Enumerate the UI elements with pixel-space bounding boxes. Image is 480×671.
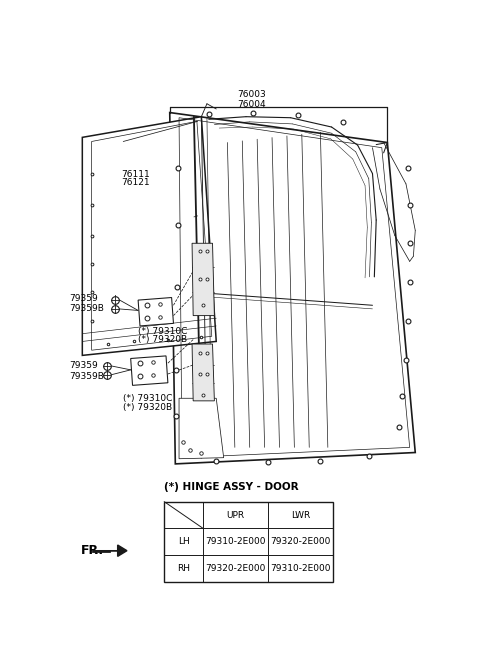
- Text: 79359B: 79359B: [69, 305, 104, 313]
- Text: 79320-2E000: 79320-2E000: [205, 564, 266, 573]
- Text: 79359: 79359: [69, 361, 98, 370]
- Polygon shape: [131, 356, 168, 385]
- Text: 79320-2E000: 79320-2E000: [271, 537, 331, 546]
- Text: 76111: 76111: [121, 170, 150, 179]
- Text: UPR: UPR: [227, 511, 245, 519]
- Text: 76121: 76121: [121, 178, 150, 187]
- Polygon shape: [138, 297, 173, 326]
- Polygon shape: [83, 117, 216, 356]
- Text: (*) 79310C: (*) 79310C: [123, 394, 173, 403]
- Text: LWR: LWR: [291, 511, 311, 519]
- Text: (*) 79310C: (*) 79310C: [138, 327, 188, 336]
- Text: 79310-2E000: 79310-2E000: [205, 537, 266, 546]
- Polygon shape: [192, 344, 215, 401]
- Text: RH: RH: [177, 564, 190, 573]
- Bar: [164, 502, 334, 582]
- Polygon shape: [179, 399, 224, 459]
- Text: (*) HINGE ASSY - DOOR: (*) HINGE ASSY - DOOR: [164, 482, 299, 493]
- Text: LH: LH: [178, 537, 190, 546]
- FancyArrow shape: [94, 545, 127, 556]
- Text: (*) 79320B: (*) 79320B: [123, 403, 172, 411]
- Text: 76003
76004: 76003 76004: [237, 90, 266, 109]
- Text: (*) 79320B: (*) 79320B: [138, 336, 187, 344]
- Polygon shape: [192, 244, 215, 315]
- Text: 79359B: 79359B: [69, 372, 104, 380]
- Text: 79359: 79359: [69, 294, 98, 303]
- Polygon shape: [170, 113, 415, 464]
- Text: 79310-2E000: 79310-2E000: [271, 564, 331, 573]
- Text: FR.: FR.: [81, 544, 104, 557]
